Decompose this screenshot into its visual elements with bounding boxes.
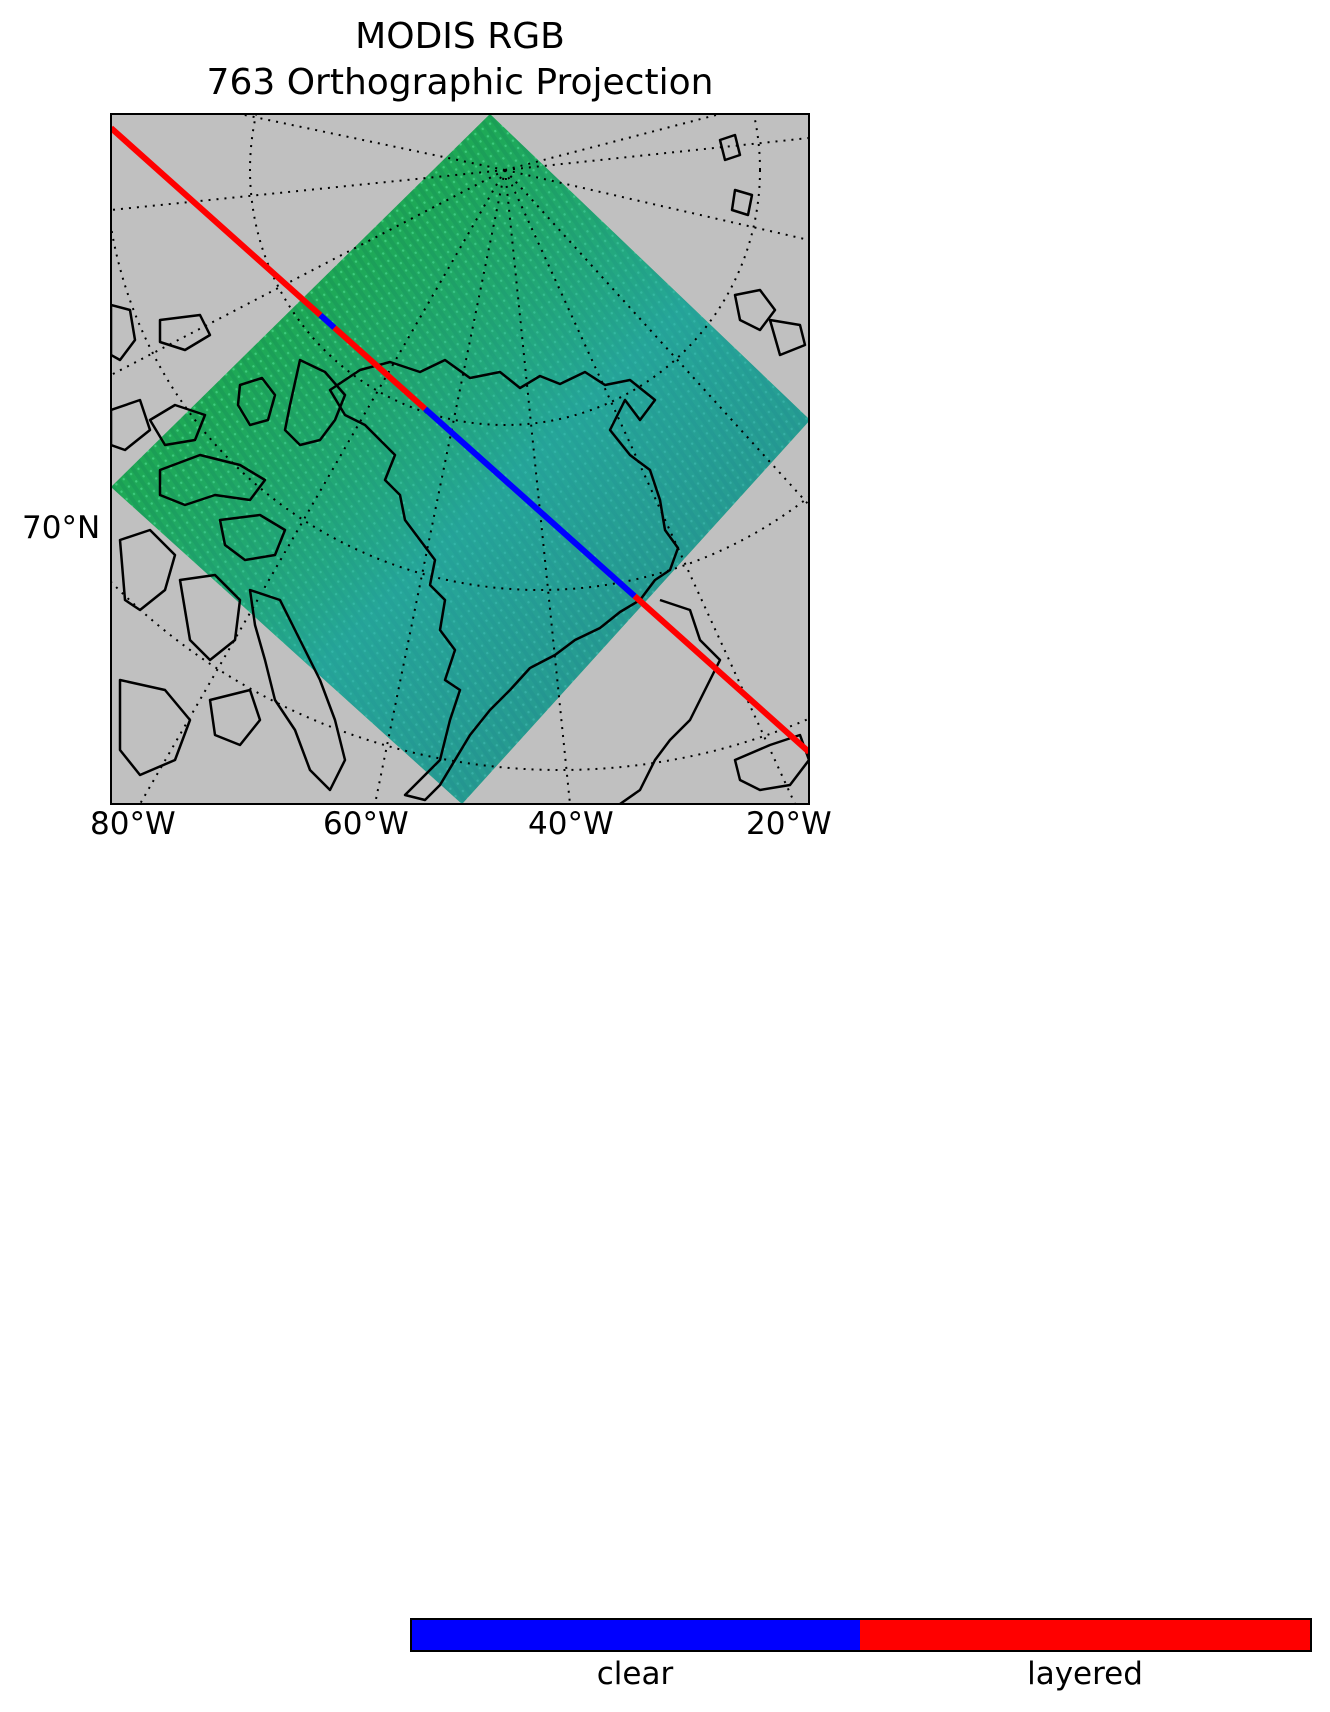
map-title-line-2: 763 Orthographic Projection — [206, 62, 714, 103]
lat-label-70n: 70°N — [22, 510, 101, 546]
calipso-track — [111, 125, 809, 755]
colorbar-swatch-clear — [410, 1618, 860, 1650]
track-segment-layered — [332, 325, 428, 412]
lon-label-60w: 60°W — [323, 806, 409, 842]
lon-label-20w: 20°W — [746, 806, 832, 842]
lon-label-80w: 80°W — [90, 806, 176, 842]
graticule — [111, 114, 809, 804]
track-segment-clear — [423, 406, 637, 599]
track-segment-layered — [111, 125, 323, 318]
colorbar-label-layered: layered — [1027, 1656, 1143, 1692]
map-title-line-1: MODIS RGB — [355, 16, 565, 57]
track-segment-clear — [318, 312, 337, 330]
map-frame — [110, 113, 810, 805]
track-segment-layered — [632, 593, 809, 755]
colorbar-frame — [410, 1618, 1312, 1652]
lon-label-40w: 40°W — [528, 806, 614, 842]
coastlines — [111, 133, 809, 804]
colorbar-label-clear: clear — [596, 1656, 674, 1692]
modis-scene-tint — [111, 114, 809, 804]
colorbar-swatch-layered — [860, 1618, 1310, 1650]
